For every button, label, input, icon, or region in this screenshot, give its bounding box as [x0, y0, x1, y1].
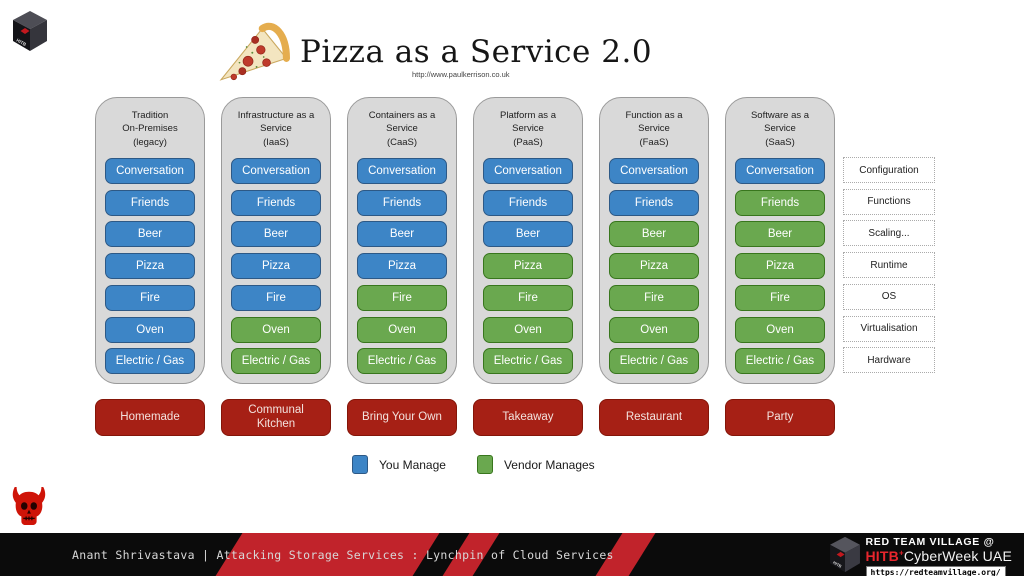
mode-button-homemade: Homemade: [95, 399, 205, 436]
layer-os: OS: [843, 283, 935, 310]
service-column: Function as a Service (FaaS) Conversation…: [599, 97, 709, 384]
item-pizza: Pizza: [357, 253, 447, 280]
item-oven: Oven: [735, 316, 825, 343]
item-electric-gas: Electric / Gas: [231, 348, 321, 375]
item-conversation: Conversation: [105, 158, 195, 184]
service-column: Containers as a Service (CaaS) Conversati…: [347, 97, 457, 384]
item-conversation: Conversation: [735, 158, 825, 184]
item-electric-gas: Electric / Gas: [735, 348, 825, 375]
layer-runtime: Runtime: [843, 252, 935, 279]
page-title: Pizza as a Service 2.0: [300, 34, 653, 70]
item-electric-gas: Electric / Gas: [105, 348, 195, 375]
item-fire: Fire: [483, 284, 573, 311]
mode-button-bring-your-own: Bring Your Own: [347, 399, 457, 436]
layer-virtualisation: Virtualisation: [843, 315, 935, 342]
legend-label-you: You Manage: [379, 457, 446, 472]
you-manage-swatch-icon: [352, 455, 368, 474]
service-column: Infrastructure as a Service (IaaS) Conver…: [221, 97, 331, 384]
service-column: Software as a Service (SaaS) Conversation…: [725, 97, 835, 384]
item-oven: Oven: [483, 316, 573, 343]
org-name: RED TEAM VILLAGE @: [865, 536, 995, 548]
layer-configuration: Configuration: [843, 157, 935, 183]
item-beer: Beer: [735, 221, 825, 248]
item-beer: Beer: [357, 221, 447, 248]
column-header: Software as a Service (SaaS): [750, 110, 810, 148]
item-beer: Beer: [231, 221, 321, 248]
hitb-cube-icon: HITB: [829, 536, 860, 573]
item-oven: Oven: [357, 316, 447, 343]
item-beer: Beer: [105, 221, 195, 248]
item-pizza: Pizza: [483, 253, 573, 280]
legend-label-vendor: Vendor Manages: [503, 457, 595, 472]
item-fire: Fire: [357, 284, 447, 311]
column-header: Function as a Service (FaaS): [625, 110, 683, 148]
column-header: Infrastructure as a Service (IaaS): [237, 110, 315, 148]
vendor-manages-swatch-icon: [476, 455, 493, 474]
item-conversation: Conversation: [357, 158, 447, 184]
red-team-village-badge: HITB RED TEAM VILLAGE @ HITB+CyberWeek U…: [829, 536, 1013, 576]
svg-text:HITB: HITB: [16, 38, 28, 48]
event-name: CyberWeek UAE: [903, 548, 1012, 565]
item-pizza: Pizza: [609, 253, 699, 280]
layer-functions: Functions: [843, 188, 935, 215]
item-beer: Beer: [483, 221, 573, 248]
item-friends: Friends: [735, 189, 825, 216]
item-fire: Fire: [105, 284, 195, 311]
item-oven: Oven: [609, 316, 699, 343]
item-electric-gas: Electric / Gas: [483, 348, 573, 375]
item-fire: Fire: [231, 284, 321, 311]
layer-hardware: Hardware: [843, 347, 935, 374]
item-conversation: Conversation: [483, 158, 573, 184]
column-header: Containers as a Service (CaaS): [368, 110, 436, 148]
item-oven: Oven: [231, 316, 321, 343]
mode-button-restaurant: Restaurant: [599, 399, 709, 436]
footer-bar: Anant Shrivastava | Attacking Storage Se…: [0, 533, 1024, 576]
pizza-slice-image: [219, 22, 290, 81]
red-devil-skull-icon: [12, 486, 46, 526]
item-pizza: Pizza: [231, 253, 321, 280]
item-friends: Friends: [357, 189, 447, 216]
item-friends: Friends: [483, 189, 573, 216]
item-conversation: Conversation: [609, 158, 699, 184]
org-event: HITB+CyberWeek UAE: [865, 548, 1012, 565]
hitb-brand: HITB: [865, 548, 899, 565]
mode-button-takeaway: Takeaway: [473, 399, 583, 436]
column-header: Platform as a Service (PaaS): [500, 110, 556, 148]
item-friends: Friends: [231, 189, 321, 216]
item-electric-gas: Electric / Gas: [609, 348, 699, 375]
mode-button-party: Party: [725, 399, 835, 436]
mode-button-communal-kitchen: Communal Kitchen: [221, 399, 331, 436]
item-friends: Friends: [105, 189, 195, 216]
service-column: Platform as a Service (PaaS) Conversation…: [473, 97, 583, 384]
item-fire: Fire: [609, 284, 699, 311]
service-column: Tradition On-Premises (legacy) Conversati…: [95, 97, 205, 384]
item-beer: Beer: [609, 221, 699, 248]
item-friends: Friends: [609, 189, 699, 216]
item-fire: Fire: [735, 284, 825, 311]
item-conversation: Conversation: [231, 158, 321, 184]
column-header: Tradition On-Premises (legacy): [122, 110, 178, 148]
svg-text:HITB: HITB: [832, 560, 843, 569]
legend: You Manage Vendor Manages: [352, 455, 595, 474]
item-oven: Oven: [105, 316, 195, 343]
org-url[interactable]: https://redteamvillage.org/: [865, 566, 1006, 576]
source-url: http://www.paulkerrison.co.uk: [412, 70, 510, 79]
talk-title: Anant Shrivastava | Attacking Storage Se…: [72, 547, 614, 562]
layer-scaling: Scaling...: [843, 220, 935, 247]
item-pizza: Pizza: [735, 253, 825, 280]
hitb-cube-logo: HITB: [13, 11, 47, 51]
item-pizza: Pizza: [105, 253, 195, 280]
item-electric-gas: Electric / Gas: [357, 348, 447, 375]
